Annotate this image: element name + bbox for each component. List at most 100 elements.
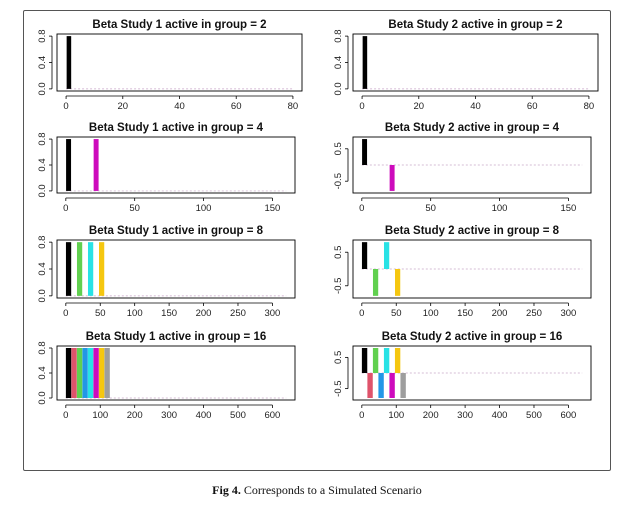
x-tick-label: 600 — [560, 410, 576, 421]
bar-group-8 — [104, 348, 110, 398]
bar-group-7 — [394, 348, 401, 373]
caption-text: Corresponds to a Simulated Scenario — [243, 483, 422, 497]
x-tick-label: 200 — [127, 410, 143, 421]
x-tick-label: 80 — [288, 101, 299, 112]
y-tick-label: 0.0 — [333, 82, 344, 95]
x-tick-label: 200 — [492, 308, 508, 319]
x-tick-label: 40 — [174, 101, 185, 112]
bar-group-7 — [99, 242, 105, 296]
figure-panels: Beta Study 1 active in group = 2 0 20 40 60 8… — [37, 19, 599, 421]
y-tick-label: -0.5 — [333, 173, 344, 189]
x-tick-label: 100 — [127, 308, 143, 319]
y-tick-label: -0.5 — [333, 278, 344, 294]
panel-title: Beta Study 1 active in group = 16 — [86, 331, 267, 343]
panel-title: Beta Study 2 active in group = 2 — [388, 19, 562, 31]
panel-title: Beta Study 2 active in group = 8 — [385, 225, 560, 237]
y-tick-label: 0.4 — [37, 158, 48, 171]
bar-group-7 — [98, 348, 105, 398]
y-tick-label: 0.5 — [333, 246, 344, 259]
bar-group-6 — [93, 348, 99, 398]
x-tick-label: 150 — [264, 203, 280, 214]
caption-label: Fig 4. — [212, 483, 241, 497]
x-tick-label: 300 — [560, 308, 576, 319]
x-tick-label: 300 — [457, 410, 473, 421]
bar-group-6 — [389, 165, 395, 191]
panel-7: Beta Study 1 active in group = 16 0 100 200… — [37, 331, 296, 421]
x-tick-label: 0 — [359, 203, 364, 214]
bar-group-4 — [82, 348, 88, 398]
x-tick-label: 100 — [492, 203, 508, 214]
x-tick-label: 0 — [63, 410, 68, 421]
x-tick-label: 500 — [526, 410, 542, 421]
x-tick-label: 40 — [470, 101, 481, 112]
x-tick-label: 50 — [129, 203, 140, 214]
panel-2: Beta Study 2 active in group = 2 0 20 40 60 8… — [333, 19, 599, 112]
plot-box — [56, 33, 303, 92]
bar-group-3 — [372, 348, 379, 373]
plot-box — [352, 136, 592, 194]
panel-8: Beta Study 2 active in group = 16 0 100 200… — [333, 331, 592, 421]
bar-group-4 — [378, 373, 384, 398]
x-tick-label: 250 — [230, 308, 246, 319]
bar-group-1 — [66, 139, 72, 191]
bar-group-7 — [395, 269, 401, 296]
figure-caption: Fig 4. Corresponds to a Simulated Scenar… — [0, 483, 634, 498]
x-tick-label: 400 — [196, 410, 212, 421]
x-tick-label: 0 — [63, 203, 68, 214]
y-tick-label: 0.0 — [37, 82, 48, 95]
panel-5: Beta Study 1 active in group = 8 0 50 100 15… — [37, 225, 296, 319]
x-tick-label: 20 — [117, 101, 128, 112]
y-tick-label: 0.8 — [333, 30, 344, 43]
plot-box — [56, 136, 296, 194]
x-tick-label: 100 — [196, 203, 212, 214]
y-tick-label: 0.4 — [37, 56, 48, 69]
y-tick-label: 0.4 — [37, 366, 48, 379]
x-tick-label: 100 — [423, 308, 439, 319]
y-tick-label: 0.8 — [37, 236, 48, 249]
y-tick-label: 0.8 — [37, 341, 48, 354]
bar-group-2 — [71, 348, 77, 398]
x-tick-label: 200 — [196, 308, 212, 319]
x-tick-label: 150 — [560, 203, 576, 214]
panel-title: Beta Study 1 active in group = 4 — [89, 122, 264, 134]
x-tick-label: 0 — [63, 308, 68, 319]
panel-title: Beta Study 2 active in group = 16 — [382, 331, 563, 343]
y-tick-label: 0.5 — [333, 142, 344, 155]
y-tick-label: 0.8 — [37, 132, 48, 145]
x-tick-label: 300 — [161, 410, 177, 421]
plot-box — [56, 239, 296, 299]
figure-frame — [23, 10, 611, 471]
plot-box — [352, 33, 599, 92]
bar-group-5 — [383, 348, 390, 373]
panel-3: Beta Study 1 active in group = 4 0 50 100 15… — [37, 122, 296, 214]
bar-group-3 — [76, 242, 83, 296]
bar-group-6 — [93, 139, 99, 191]
x-tick-label: 400 — [492, 410, 508, 421]
x-tick-label: 100 — [92, 410, 108, 421]
bar-group-1 — [65, 348, 72, 398]
x-tick-label: 0 — [359, 101, 364, 112]
bar-group-1 — [66, 36, 72, 89]
x-tick-label: 60 — [231, 101, 242, 112]
x-tick-label: 80 — [584, 101, 595, 112]
plot-box — [352, 345, 592, 401]
panel-1: Beta Study 1 active in group = 2 0 20 40 60 8… — [37, 19, 303, 112]
bar-group-5 — [87, 348, 94, 398]
y-tick-label: 0.4 — [37, 262, 48, 275]
x-tick-label: 50 — [95, 308, 106, 319]
x-tick-label: 250 — [526, 308, 542, 319]
bar-group-1 — [362, 36, 368, 89]
bar-group-6 — [389, 373, 395, 398]
x-tick-label: 50 — [425, 203, 436, 214]
bar-group-1 — [361, 348, 368, 373]
plot-box — [352, 239, 592, 299]
y-tick-label: 0.5 — [333, 351, 344, 364]
x-tick-label: 500 — [230, 410, 246, 421]
panel-4: Beta Study 2 active in group = 4 0 50 100 15… — [333, 122, 592, 214]
bar-group-3 — [372, 269, 379, 296]
x-tick-label: 100 — [388, 410, 404, 421]
x-tick-label: 20 — [413, 101, 424, 112]
bar-group-1 — [361, 242, 368, 269]
bar-group-3 — [76, 348, 83, 398]
y-tick-label: 0.0 — [37, 289, 48, 302]
